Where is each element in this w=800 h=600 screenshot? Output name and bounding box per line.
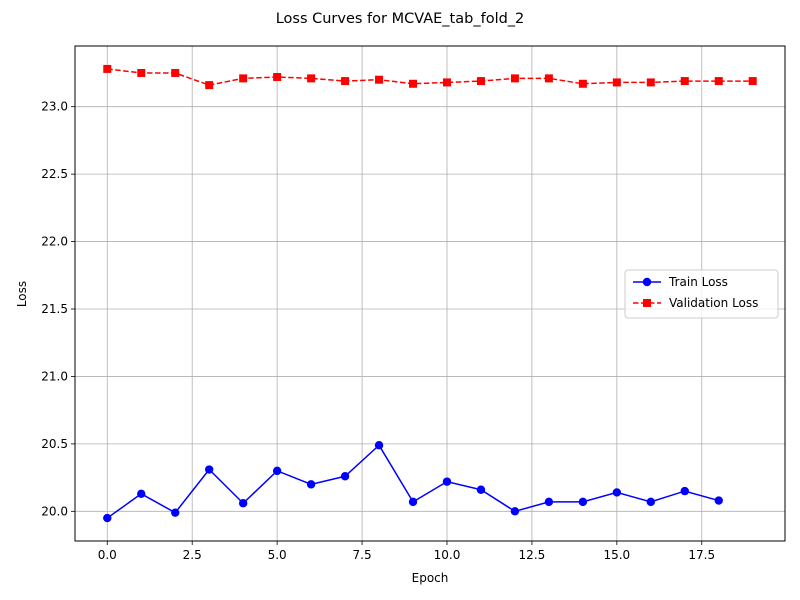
train-loss-line <box>106 444 719 519</box>
y-tick-label: 20.5 <box>41 437 68 451</box>
train-loss-point <box>612 488 622 497</box>
x-tick-label: 0.0 <box>98 548 117 562</box>
train-loss-point <box>340 472 350 481</box>
train-loss-point <box>204 465 214 474</box>
axis-ticks: 0.0 2.5 5.0 7.5 10.0 12.5 15.0 17.5 20.0 20.5 21.0… <box>41 100 715 562</box>
x-tick-label: 12.5 <box>519 548 546 562</box>
legend-swatch-marker <box>643 299 651 307</box>
train-loss-point <box>714 496 723 505</box>
validation-loss-series <box>103 64 757 90</box>
validation-loss-point <box>307 74 316 83</box>
validation-loss-line <box>107 68 753 86</box>
x-tick-label: 5.0 <box>268 548 287 562</box>
train-loss-point <box>306 480 316 489</box>
validation-loss-point <box>476 77 485 86</box>
validation-loss-point <box>171 68 180 77</box>
x-axis-label: Epoch <box>412 571 449 585</box>
train-loss-point <box>578 497 588 507</box>
legend-label: Validation Loss <box>669 296 758 310</box>
train-loss-point <box>374 441 384 450</box>
train-loss-point <box>476 485 486 494</box>
train-loss-point <box>646 497 656 507</box>
y-tick-label: 23.0 <box>41 100 68 114</box>
legend-label: Train Loss <box>668 275 728 289</box>
validation-loss-point <box>409 79 418 88</box>
validation-loss-point <box>680 77 689 86</box>
y-tick-label: 22.0 <box>41 235 68 249</box>
plot-frame <box>74 45 786 542</box>
validation-loss-point <box>612 78 621 87</box>
validation-loss-point <box>748 77 757 86</box>
legend-swatch-marker <box>642 277 652 287</box>
validation-loss-point <box>341 77 350 86</box>
train-loss-point <box>544 497 554 507</box>
validation-loss-point <box>510 74 519 83</box>
validation-loss-point <box>544 74 553 83</box>
chart-title: Loss Curves for MCVAE_tab_fold_2 <box>276 11 525 27</box>
x-tick-label: 7.5 <box>353 548 372 562</box>
train-loss-point <box>442 477 452 486</box>
y-tick-label: 20.0 <box>41 504 68 518</box>
grid <box>75 46 785 541</box>
x-tick-label: 15.0 <box>603 548 630 562</box>
validation-loss-point <box>205 81 214 90</box>
train-loss-point <box>680 486 689 496</box>
y-tick-label: 21.0 <box>41 369 68 383</box>
train-loss-point <box>171 508 180 517</box>
legend: Train Loss Validation Loss <box>624 269 779 319</box>
train-loss-series <box>103 441 723 523</box>
y-tick-label: 22.5 <box>41 167 68 181</box>
train-loss-point <box>272 466 282 476</box>
train-loss-point <box>137 489 146 498</box>
validation-loss-point <box>273 73 282 82</box>
validation-loss-point <box>646 78 655 87</box>
validation-loss-point <box>578 79 587 88</box>
legend-entry-train-loss: Train Loss <box>633 275 728 289</box>
validation-loss-point <box>103 64 112 73</box>
train-loss-point <box>408 497 418 507</box>
validation-loss-point <box>375 75 384 84</box>
validation-loss-point <box>442 78 451 87</box>
legend-box <box>624 269 779 319</box>
x-tick-label: 17.5 <box>688 548 715 562</box>
x-tick-label: 2.5 <box>183 548 202 562</box>
validation-loss-point <box>714 77 723 86</box>
validation-loss-point <box>137 68 146 77</box>
validation-loss-point <box>239 74 248 83</box>
legend-entry-validation-loss: Validation Loss <box>633 296 758 310</box>
train-loss-point <box>103 513 112 523</box>
plot-series <box>103 64 757 523</box>
train-loss-point <box>510 507 520 516</box>
train-loss-point <box>238 499 248 508</box>
y-tick-label: 21.5 <box>41 302 68 316</box>
y-axis-label: Loss <box>15 281 29 307</box>
x-tick-label: 10.0 <box>434 548 461 562</box>
